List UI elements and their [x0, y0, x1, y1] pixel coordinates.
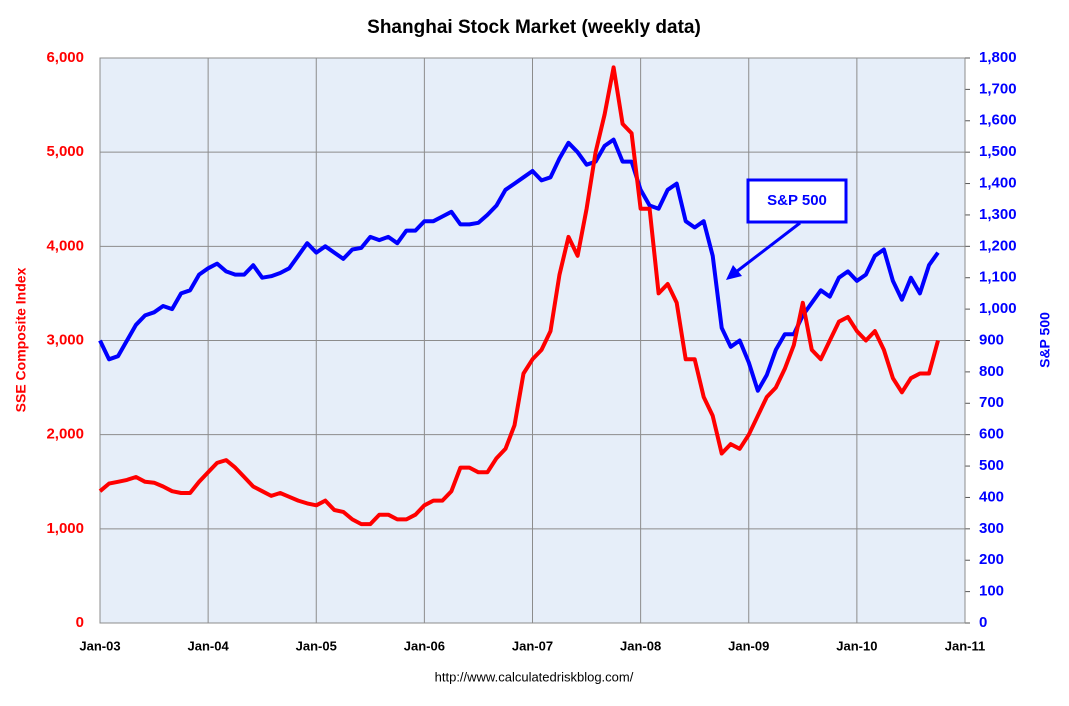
y-tick-label: 0	[76, 614, 84, 631]
y2-tick-label: 1,000	[979, 300, 1017, 317]
y-tick-label: 1,000	[46, 520, 84, 537]
x-tick-label: Jan-04	[188, 638, 230, 653]
y-tick-label: 2,000	[46, 426, 84, 443]
y2-tick-label: 1,600	[979, 112, 1017, 129]
y-tick-label: 5,000	[46, 143, 84, 160]
x-tick-label: Jan-08	[620, 638, 661, 653]
y-axis-label: SSE Composite Index	[13, 267, 29, 412]
chart-title: Shanghai Stock Market (weekly data)	[367, 17, 701, 38]
y2-tick-label: 1,300	[979, 206, 1017, 223]
y-tick-label: 4,000	[46, 237, 84, 254]
y2-tick-label: 900	[979, 331, 1004, 348]
arrow-head	[726, 265, 742, 280]
y2-tick-label: 600	[979, 426, 1004, 443]
x-tick-label: Jan-11	[945, 638, 985, 653]
y2-tick-label: 1,100	[979, 269, 1017, 286]
y2-tick-label: 300	[979, 520, 1004, 537]
annotation-arrow	[735, 221, 801, 274]
y2-tick-label: 1,800	[979, 49, 1017, 66]
y2-tick-label: 1,200	[979, 237, 1017, 254]
y2-tick-label: 800	[979, 363, 1004, 380]
x-tick-label: Jan-07	[512, 638, 553, 653]
annotation: S&P 500	[767, 192, 827, 209]
y2-tick-label: 400	[979, 488, 1004, 505]
annotation-box	[746, 178, 848, 224]
plot: 0 1,000 2,000 3,000 4,000 5,000 6,000 0 100 200 30…	[46, 49, 1016, 653]
y2-axis-label: S&P 500	[1037, 312, 1053, 368]
y2-tick-label: 1,500	[979, 143, 1017, 160]
y2-tick-label: 1,400	[979, 175, 1017, 192]
y2-tick-label: 700	[979, 394, 1004, 411]
y2-tick-label: 500	[979, 457, 1004, 474]
y2-tick-label: 1,700	[979, 80, 1017, 97]
y-tick-label: 6,000	[46, 49, 84, 66]
x-tick-label: Jan-10	[836, 638, 877, 653]
y2-tick-label: 0	[979, 614, 987, 631]
y2-tick-label: 100	[979, 583, 1004, 600]
x-tick-label: Jan-05	[296, 638, 337, 653]
x-tick-label: Jan-09	[728, 638, 769, 653]
source: http://www.calculatedriskblog.com/	[435, 669, 634, 684]
x-tick-label: Jan-06	[404, 638, 445, 653]
y2-tick-label: 200	[979, 551, 1004, 568]
y-tick-label: 3,000	[46, 331, 84, 348]
x-tick-label: Jan-03	[79, 638, 120, 653]
series-line	[98, 65, 940, 527]
